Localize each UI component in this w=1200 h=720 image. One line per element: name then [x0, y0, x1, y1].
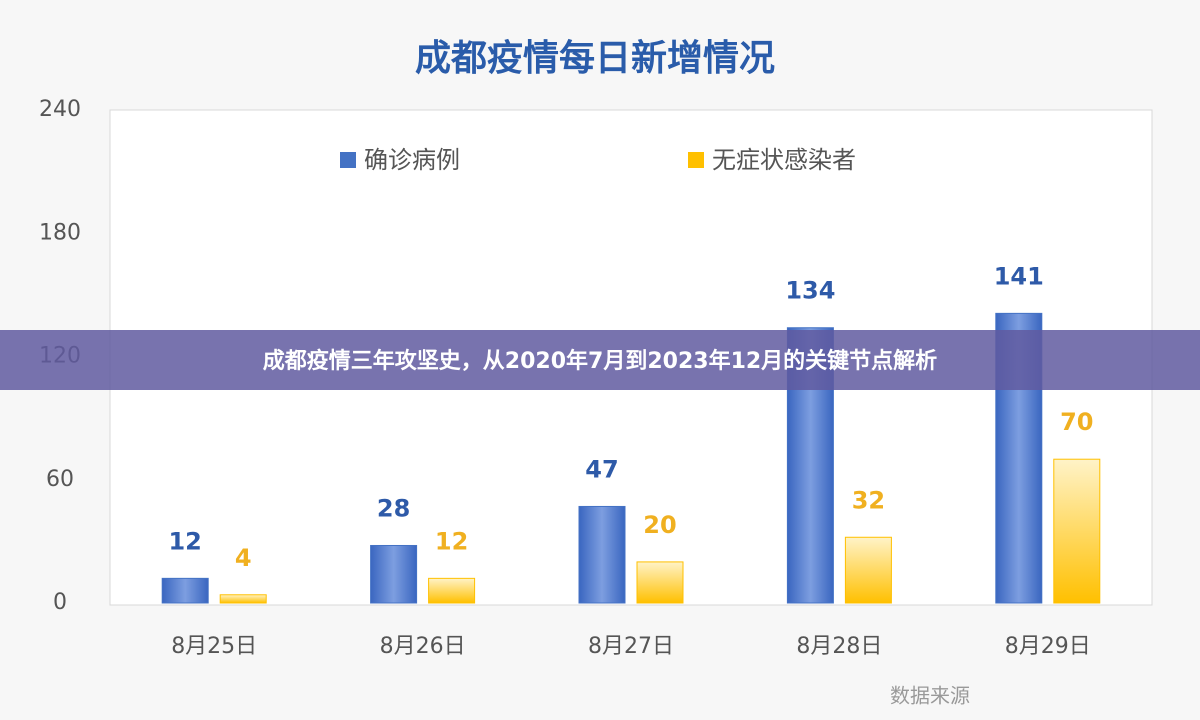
bar [428, 577, 476, 604]
chart-title: 成都疫情每日新增情况 [415, 38, 775, 79]
x-tick-label: 8月27日 [588, 634, 674, 659]
data-label: 12 [168, 527, 201, 555]
x-tick-label: 8月25日 [171, 634, 257, 659]
y-tick-label: 0 [53, 590, 67, 615]
bar [1053, 458, 1101, 604]
y-tick-label: 180 [39, 220, 81, 245]
bar [578, 505, 626, 604]
y-tick-label: 60 [46, 467, 74, 492]
data-label: 70 [1060, 408, 1093, 436]
data-label: 28 [377, 494, 410, 522]
data-label: 32 [852, 486, 885, 514]
data-label: 141 [994, 262, 1044, 290]
bar [370, 544, 418, 604]
bar [161, 577, 209, 604]
source-note: 数据来源 [890, 684, 970, 708]
x-tick-label: 8月29日 [1005, 634, 1091, 659]
bar [219, 594, 267, 604]
x-tick-label: 8月26日 [380, 634, 466, 659]
legend-label: 无症状感染者 [712, 146, 856, 174]
data-label: 47 [585, 455, 618, 483]
bar [636, 561, 684, 604]
data-label: 4 [235, 544, 252, 572]
bar [844, 536, 892, 604]
banner [0, 330, 1200, 390]
legend-label: 确诊病例 [364, 146, 460, 174]
legend-swatch [688, 152, 704, 168]
y-tick-label: 240 [39, 97, 81, 122]
data-label: 20 [643, 511, 676, 539]
legend-swatch [340, 152, 356, 168]
x-tick-label: 8月28日 [796, 634, 882, 659]
data-label: 134 [785, 277, 835, 305]
banner-title: 成都疫情三年攻坚史，从2020年7月到2023年12月的关键节点解析 [263, 348, 937, 374]
data-label: 12 [435, 527, 468, 555]
